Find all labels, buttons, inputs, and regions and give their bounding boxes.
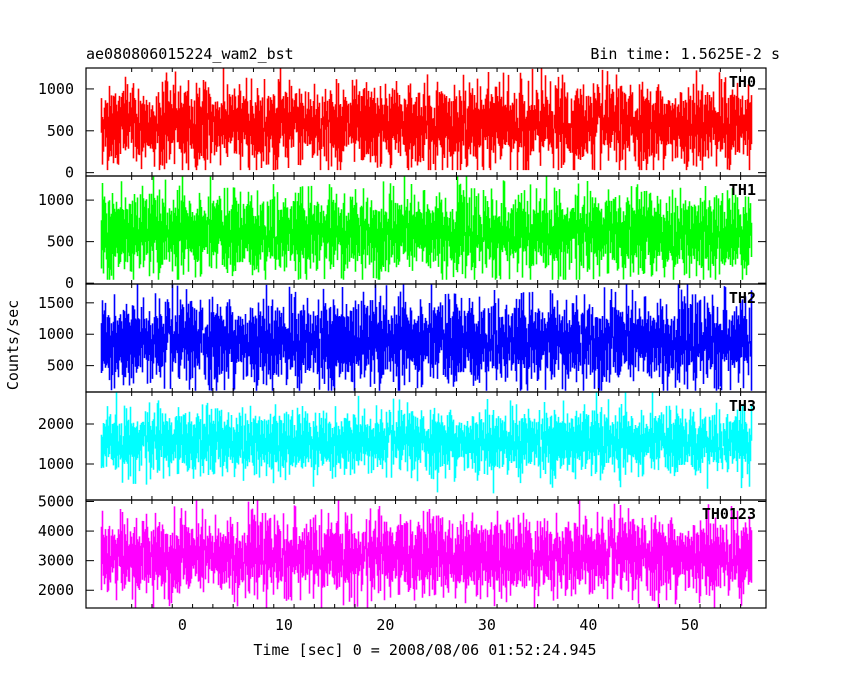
- y-tick-label: 1000: [38, 80, 74, 98]
- y-axis-label: Counts/sec: [4, 300, 22, 390]
- panel-label-th3: TH3: [729, 397, 756, 415]
- x-tick-label: 30: [478, 616, 496, 634]
- y-tick-label: 0: [65, 164, 74, 182]
- y-tick-label: 2000: [38, 581, 74, 599]
- y-tick-label: 3000: [38, 552, 74, 570]
- panel-th1: 0 500 1000 TH1: [38, 175, 767, 292]
- x-tick-label: 50: [681, 616, 699, 634]
- x-axis-label: Time [sec] 0 = 2008/08/06 01:52:24.945: [253, 641, 596, 659]
- chart-title: ae080806015224_wam2_bst: [86, 45, 294, 63]
- y-tick-label: 500: [47, 357, 74, 375]
- series-th0-trace: [100, 68, 753, 171]
- y-tick-label: 1500: [38, 294, 74, 312]
- y-tick-label: 500: [47, 233, 74, 251]
- panel-th3: 1000 2000 TH3: [38, 391, 767, 501]
- panel-label-th1: TH1: [729, 181, 756, 199]
- y-tick-label: 1000: [38, 455, 74, 473]
- y-tick-label: 500: [47, 122, 74, 140]
- panel-th0: 0 500 1000 TH0: [38, 67, 767, 182]
- x-tick-label: 40: [579, 616, 597, 634]
- y-tick-label: 1000: [38, 191, 74, 209]
- panel-label-th0: TH0: [729, 73, 756, 91]
- series-th3-trace: [100, 392, 753, 494]
- x-tick-label: 20: [376, 616, 394, 634]
- y-tick-label: 0: [65, 274, 74, 292]
- panel-label-th2: TH2: [729, 289, 756, 307]
- bin-time-label: Bin time: 1.5625E-2 s: [590, 45, 780, 63]
- y-tick-label: 2000: [38, 415, 74, 433]
- series-th2-trace: [100, 284, 753, 391]
- y-tick-label: 1000: [38, 325, 74, 343]
- y-tick-label: 4000: [38, 522, 74, 540]
- y-tick-label: 5000: [38, 492, 74, 510]
- series-th0123-trace: [100, 500, 753, 608]
- panel-frame: [85, 499, 767, 609]
- panel-th2: 500 1000 1500 TH2: [38, 283, 767, 393]
- x-tick-label: 0: [178, 616, 187, 634]
- x-tick-label: 10: [275, 616, 293, 634]
- panel-label-th0123: TH0123: [702, 505, 756, 523]
- series-th1-trace: [100, 176, 753, 280]
- panel-th0123: 2000 3000 4000 5000 TH0123: [38, 492, 767, 609]
